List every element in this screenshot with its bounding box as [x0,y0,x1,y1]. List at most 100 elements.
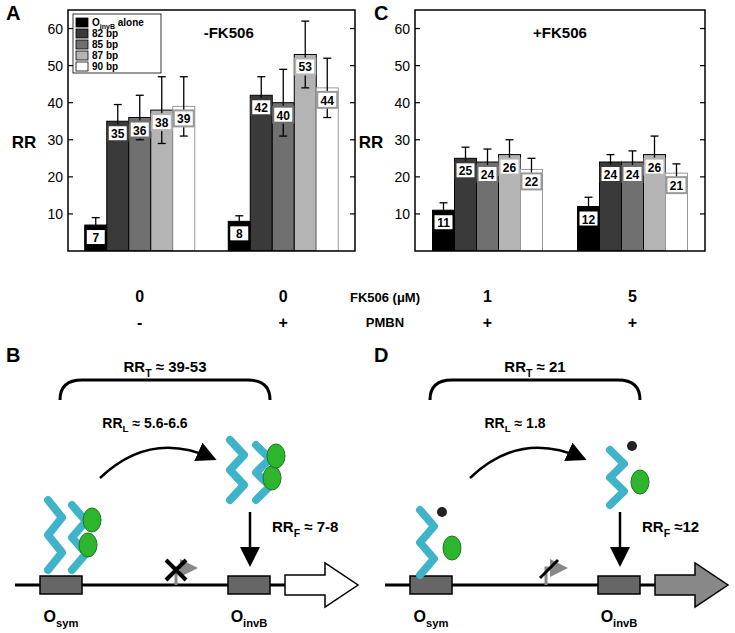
legend-swatch [76,40,88,49]
data-label: 12 [582,213,596,227]
data-label: 8 [236,227,243,241]
legend-swatch [76,29,88,38]
text-part: O [44,608,56,625]
diagram: RRT ≈ 39-53OsymOinvBRRL ≈ 5.6-6.6RRF ≈ 7… [15,358,358,629]
pmbn-label: - [137,314,142,331]
panel-label: B [6,344,20,366]
bracket [430,380,640,400]
data-label-box [456,162,476,178]
text-part: ≈12 [670,518,699,535]
bar [477,162,499,251]
legend-swatch [76,51,88,60]
protein-domain [79,533,97,557]
panel-label: A [6,2,20,24]
text-part: 82 bp [92,28,118,39]
text-part: O [414,608,426,625]
error-cap [136,95,144,96]
bar [107,121,129,251]
bar [600,162,622,251]
reporter-gene [655,563,728,607]
repression-mark [540,560,558,578]
operator-site [598,576,640,594]
bar [433,210,455,251]
data-label: 24 [626,168,640,182]
error-cap [92,217,100,218]
panel-label: D [374,344,388,366]
text-part: RR [272,518,294,535]
protein-helix [420,510,434,575]
error-cap [136,139,144,140]
legend-swatch [76,18,88,27]
error-cap [607,154,615,155]
data-label: 24 [604,168,618,182]
text-part: O [231,608,243,625]
error-cap [462,147,470,148]
error-cap [279,135,287,136]
tick-label: 10 [394,206,410,222]
data-label: 38 [155,116,169,130]
rr-free-label: RRF ≈ 7-8 [272,518,338,539]
bar [455,158,477,251]
panel-label: C [374,2,388,24]
repression-mark [166,560,186,580]
text-part: 85 bp [92,39,118,50]
chart-title: +FK506 [533,24,587,41]
text-part: RR [102,415,122,431]
site-label: Osym [44,608,79,629]
chart-title: -FK506 [204,24,254,41]
bar [521,169,543,251]
error-bar [279,69,287,136]
data-label: 53 [299,60,313,74]
error-bar [158,77,166,144]
bar [622,162,644,251]
bar [228,221,250,251]
text-part: sym [56,617,78,629]
text-part: RR [504,358,526,375]
legend-label: 82 bp [92,28,118,39]
data-label: 26 [503,161,517,175]
data-label: 35 [111,127,125,141]
figure: ABCD102030405060RR7353638398424053440-0+… [0,0,735,633]
legend: OinvB alone82 bp85 bp87 bp90 bp [73,14,161,73]
error-stem [283,69,284,136]
protein-domain [263,466,281,490]
error-cap [440,202,448,203]
legend-label: 87 bp [92,50,118,61]
error-cap [528,158,536,159]
error-cap [629,150,637,151]
pmbn-label: + [279,314,288,331]
data-label-box [152,114,172,130]
error-cap [158,143,166,144]
pmbn-label: + [628,314,637,331]
data-label: 26 [648,161,662,175]
axis-title: RR [359,133,384,152]
chart: 102030405060RR7353638398424053440-0+-FK5… [12,10,355,331]
site-label: OinvB [601,608,638,629]
error-stem [161,77,162,144]
text-part: O [601,608,613,625]
binding-arrow [619,512,622,562]
tick-label: 30 [394,132,410,148]
row-title: FK506 (μM) [350,290,420,305]
protein-domain [267,444,285,468]
data-label-box [434,214,454,230]
bracket [60,380,270,400]
tick-label: 30 [47,132,63,148]
bar [666,173,688,251]
error-cap [301,20,309,21]
legend-label: 85 bp [92,39,118,50]
data-labels: 735363839842405344 [86,58,338,245]
error-cap [651,135,659,136]
text-part: RR [123,358,145,375]
pmbn-label: + [483,314,492,331]
data-label: 24 [481,168,495,182]
rr-total-label: RRT ≈ 21 [504,358,565,379]
data-label: 39 [177,112,191,126]
category-label: 0 [279,288,288,305]
tick-label: 40 [47,95,63,111]
data-label: 25 [459,164,473,178]
site-label: OinvB [231,608,268,629]
error-cap [506,139,514,140]
bar [250,95,272,251]
chart: 102030405060RR112524262212242426211+5++F… [359,10,705,331]
